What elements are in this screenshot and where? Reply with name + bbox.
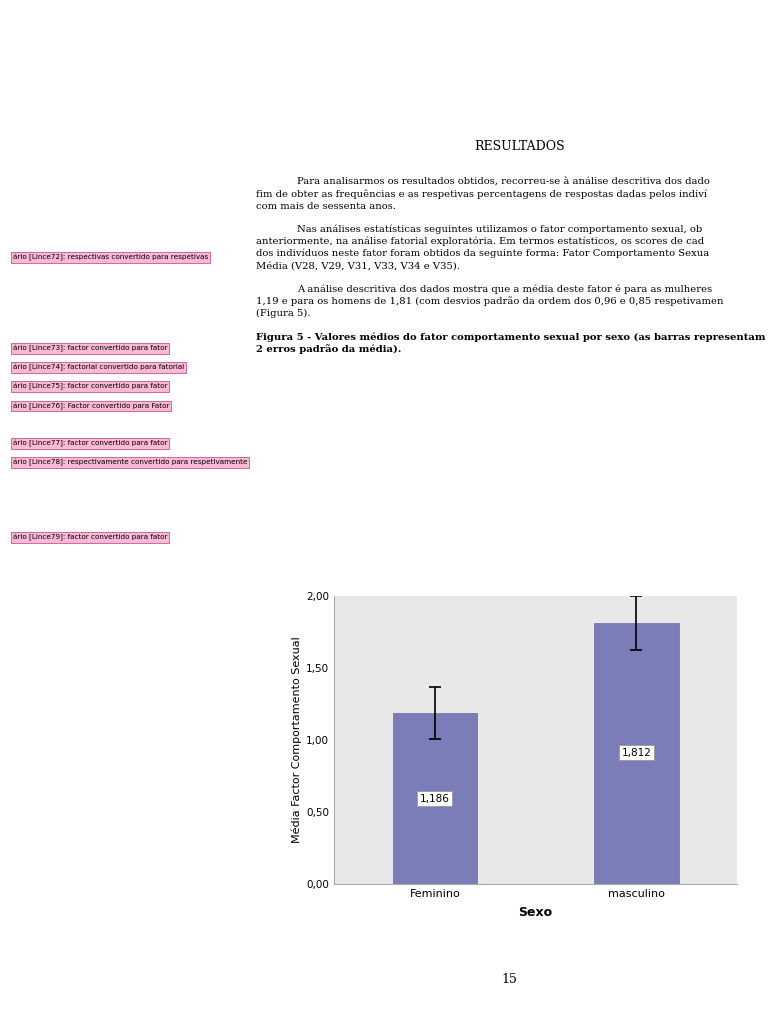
Text: Para analisarmos os resultados obtidos, recorreu-se à análise descritiva dos dad: Para analisarmos os resultados obtidos, … <box>297 177 710 187</box>
Text: ário [Lince76]: Factor convertido para Fator: ário [Lince76]: Factor convertido para F… <box>12 402 169 410</box>
Text: 2 erros padrão da média).: 2 erros padrão da média). <box>256 344 401 355</box>
Text: 1,19 e para os homens de 1,81 (com desvios padrão da ordem dos 0,96 e 0,85 respe: 1,19 e para os homens de 1,81 (com desvi… <box>256 296 723 306</box>
Text: ário [Lince72]: respectivas convertido para respetivas: ário [Lince72]: respectivas convertido p… <box>12 254 208 262</box>
Y-axis label: Média Factor Comportamento Sexual: Média Factor Comportamento Sexual <box>291 636 302 843</box>
Text: dos indivíduos neste fator foram obtidos da seguinte forma: Fator Comportamento : dos indivíduos neste fator foram obtidos… <box>256 248 709 259</box>
Text: ário [Lince75]: factor convertido para fator: ário [Lince75]: factor convertido para f… <box>12 383 167 391</box>
Text: ário [Lince73]: factor convertido para fator: ário [Lince73]: factor convertido para f… <box>12 344 167 352</box>
Text: ário [Lince77]: factor convertido para fator: ário [Lince77]: factor convertido para f… <box>12 439 167 447</box>
Bar <box>594 623 679 884</box>
Text: Média (V28, V29, V31, V33, V34 e V35).: Média (V28, V29, V31, V33, V34 e V35). <box>256 262 459 270</box>
Text: fim de obter as frequências e as respetivas percentagens de respostas dadas pelo: fim de obter as frequências e as respeti… <box>256 189 707 199</box>
Text: Nas análises estatísticas seguintes utilizamos o fator comportamento sexual, ob: Nas análises estatísticas seguintes util… <box>297 224 702 234</box>
Text: ário [Lince79]: factor convertido para fator: ário [Lince79]: factor convertido para f… <box>12 533 167 541</box>
Text: ário [Lince74]: factorial convertido para fatorial: ário [Lince74]: factorial convertido par… <box>12 364 184 372</box>
Text: 1,812: 1,812 <box>621 747 651 758</box>
Text: RESULTADOS: RESULTADOS <box>474 140 564 153</box>
X-axis label: Sexo: Sexo <box>518 906 553 918</box>
Text: (Figura 5).: (Figura 5). <box>256 308 310 318</box>
Text: A análise descritiva dos dados mostra que a média deste fator é para as mulheres: A análise descritiva dos dados mostra qu… <box>297 284 712 294</box>
Text: anteriormente, na análise fatorial exploratória. Em termos estatísticos, os scor: anteriormente, na análise fatorial explo… <box>256 236 703 246</box>
Text: com mais de sessenta anos.: com mais de sessenta anos. <box>256 202 396 210</box>
Text: 1,186: 1,186 <box>420 794 450 804</box>
Text: ário [Lince78]: respectivamente convertido para respetivamente: ário [Lince78]: respectivamente converti… <box>12 459 247 467</box>
Text: Figura 5 - Valores médios do fator comportamento sexual por sexo (as barras repr: Figura 5 - Valores médios do fator compo… <box>256 332 765 342</box>
Bar <box>392 713 477 884</box>
Text: 15: 15 <box>502 974 517 986</box>
